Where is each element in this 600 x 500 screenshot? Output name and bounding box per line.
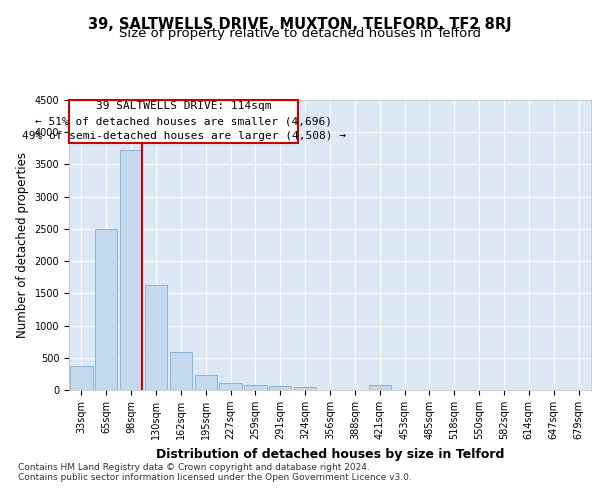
Bar xyxy=(244,386,266,390)
Bar xyxy=(170,352,192,390)
Bar xyxy=(269,386,292,390)
Bar xyxy=(95,229,118,390)
Bar xyxy=(70,366,92,390)
X-axis label: Distribution of detached houses by size in Telford: Distribution of detached houses by size … xyxy=(156,448,504,460)
Text: 39, SALTWELLS DRIVE, MUXTON, TELFORD, TF2 8RJ: 39, SALTWELLS DRIVE, MUXTON, TELFORD, TF… xyxy=(88,18,512,32)
Text: Contains HM Land Registry data © Crown copyright and database right 2024.
Contai: Contains HM Land Registry data © Crown c… xyxy=(18,463,412,482)
Bar xyxy=(145,284,167,390)
FancyBboxPatch shape xyxy=(70,100,298,142)
Bar xyxy=(220,383,242,390)
Bar xyxy=(120,150,142,390)
Bar xyxy=(294,387,316,390)
Bar xyxy=(368,385,391,390)
Bar xyxy=(194,375,217,390)
Text: 39 SALTWELLS DRIVE: 114sqm
← 51% of detached houses are smaller (4,696)
49% of s: 39 SALTWELLS DRIVE: 114sqm ← 51% of deta… xyxy=(22,102,346,141)
Y-axis label: Number of detached properties: Number of detached properties xyxy=(16,152,29,338)
Text: Size of property relative to detached houses in Telford: Size of property relative to detached ho… xyxy=(119,28,481,40)
